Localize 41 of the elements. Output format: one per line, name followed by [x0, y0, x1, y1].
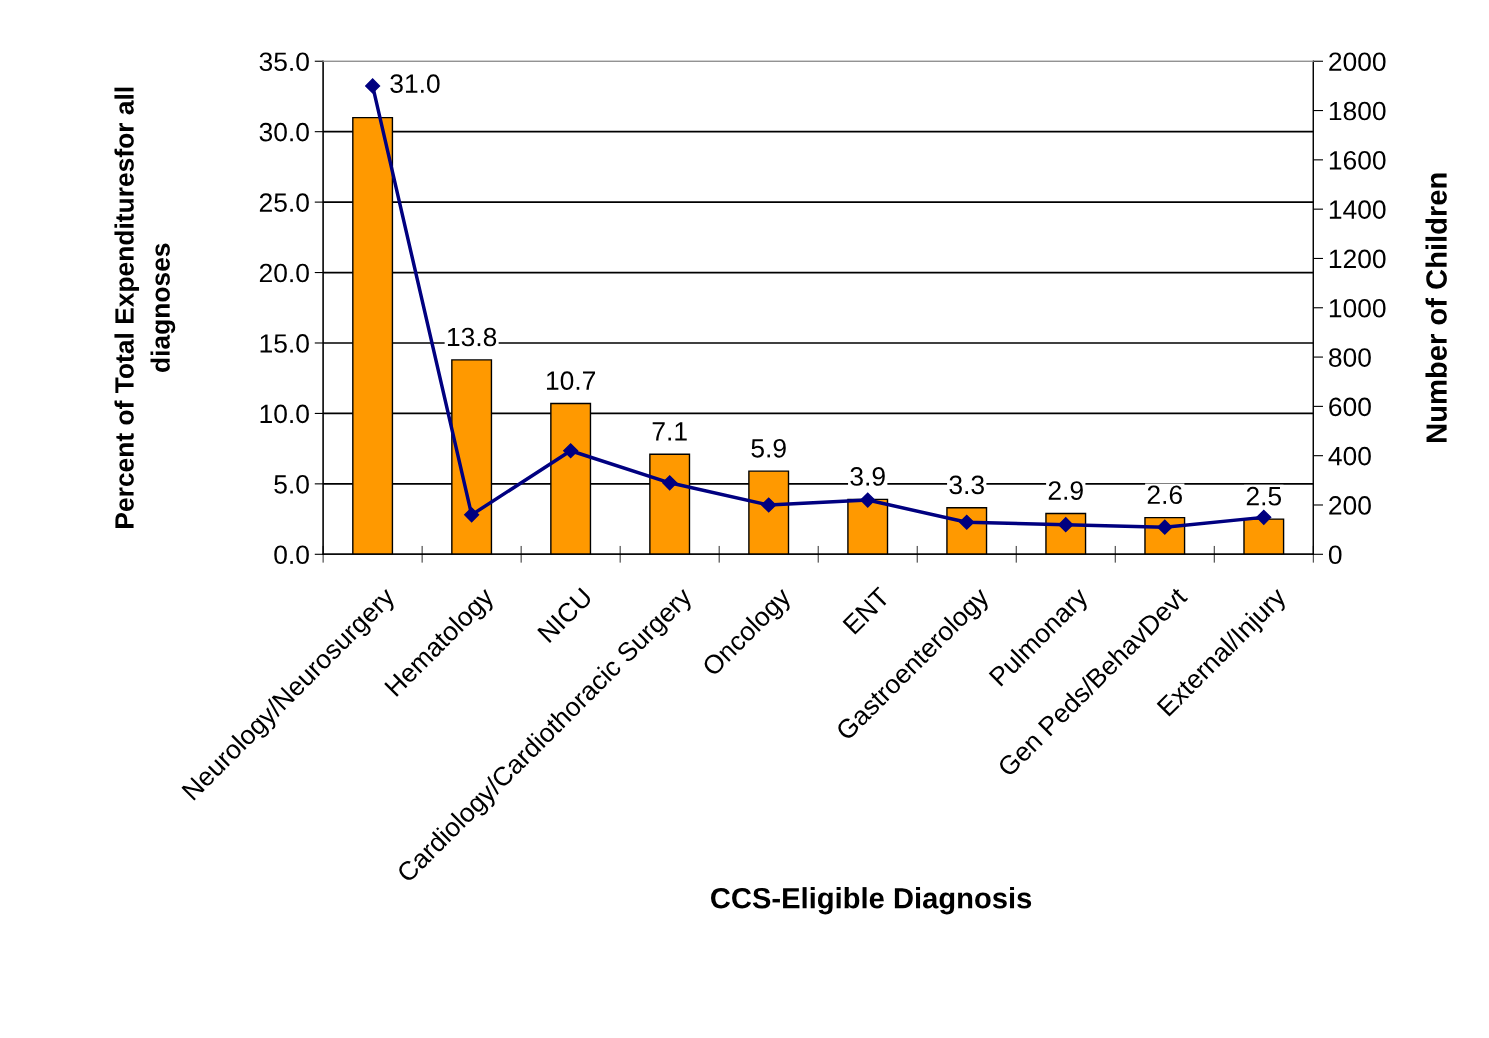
y-tick-label: 30.0 [259, 122, 309, 142]
x-axis-title: CCS-Eligible Diagnosis [711, 887, 1032, 915]
data-label: 2.6 [1147, 485, 1182, 505]
y-tick-label: 10.0 [260, 404, 309, 424]
y2-tick-label: 1400 [1329, 200, 1386, 219]
data-label: 3.3 [949, 475, 984, 495]
y2-tick-label: 600 [1329, 397, 1371, 417]
data-label: 5.9 [751, 438, 786, 458]
y-tick-label: 35.0 [259, 52, 309, 72]
y-tick-label: 25.0 [259, 193, 309, 212]
data-label: 13.8 [447, 327, 497, 347]
y2-tick-label: 1800 [1329, 101, 1386, 121]
y2-tick-label: 2000 [1329, 52, 1386, 72]
point [761, 497, 777, 513]
y2-tick-label: 0 [1328, 545, 1342, 565]
data-label: 2.9 [1048, 481, 1083, 500]
point [1256, 509, 1272, 525]
y-tick-label: 0.0 [274, 545, 309, 565]
y2-tick-label: 400 [1328, 446, 1371, 466]
data-label: 2.5 [1246, 486, 1282, 506]
point [860, 492, 876, 508]
y2-tick-label: 1200 [1329, 249, 1386, 269]
data-label: 3.9 [850, 467, 885, 486]
point [563, 443, 579, 459]
data-label: 7.1 [652, 422, 687, 441]
y2-tick-label: 1600 [1329, 150, 1386, 170]
point [464, 507, 480, 523]
y-tick-label: 20.0 [259, 263, 309, 283]
y2-axis-title: Number of Children [1425, 173, 1447, 442]
point [662, 475, 678, 491]
y-tick-label: 5.0 [274, 474, 309, 494]
data-label: 31.0 [390, 74, 440, 93]
y2-tick-label: 200 [1329, 496, 1371, 515]
data-label: 10.7 [546, 371, 596, 391]
point [1157, 519, 1173, 535]
y2-tick-label: 800 [1329, 348, 1371, 367]
y-tick-label: 15.0 [260, 334, 309, 353]
y-axis-title: Percent of Total Expendituresfor all diagnoses [114, 87, 176, 528]
point [959, 514, 975, 530]
y2-tick-label: 1000 [1329, 298, 1386, 318]
point [365, 78, 381, 94]
